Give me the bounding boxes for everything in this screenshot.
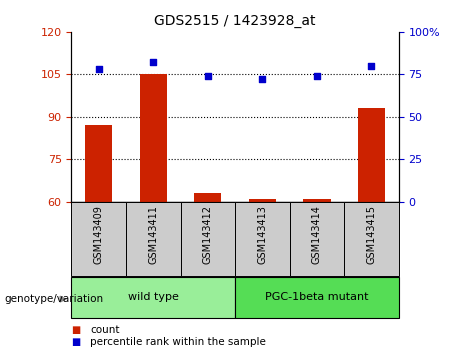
FancyBboxPatch shape xyxy=(235,202,290,276)
Text: count: count xyxy=(90,325,119,335)
Point xyxy=(95,67,102,72)
Title: GDS2515 / 1423928_at: GDS2515 / 1423928_at xyxy=(154,14,316,28)
Bar xyxy=(358,108,385,202)
Text: GSM143411: GSM143411 xyxy=(148,205,158,264)
Point xyxy=(149,59,157,65)
Text: ■: ■ xyxy=(71,337,81,347)
FancyBboxPatch shape xyxy=(71,202,126,276)
Point xyxy=(259,76,266,82)
Point xyxy=(368,63,375,69)
Text: GSM143412: GSM143412 xyxy=(203,205,213,264)
Point xyxy=(204,73,212,79)
FancyBboxPatch shape xyxy=(181,202,235,276)
Bar xyxy=(249,199,276,202)
Bar xyxy=(85,125,112,202)
Bar xyxy=(140,74,167,202)
Bar xyxy=(303,199,331,202)
FancyBboxPatch shape xyxy=(344,202,399,276)
Text: wild type: wild type xyxy=(128,292,179,302)
Text: ■: ■ xyxy=(71,325,81,335)
Text: GSM143413: GSM143413 xyxy=(257,205,267,264)
Text: PGC-1beta mutant: PGC-1beta mutant xyxy=(265,292,369,302)
Bar xyxy=(194,193,221,202)
FancyBboxPatch shape xyxy=(290,202,344,276)
Text: GSM143415: GSM143415 xyxy=(366,205,377,264)
Point xyxy=(313,73,321,79)
FancyBboxPatch shape xyxy=(126,202,181,276)
FancyBboxPatch shape xyxy=(71,277,235,318)
FancyBboxPatch shape xyxy=(235,277,399,318)
Text: percentile rank within the sample: percentile rank within the sample xyxy=(90,337,266,347)
Text: GSM143414: GSM143414 xyxy=(312,205,322,264)
Text: genotype/variation: genotype/variation xyxy=(5,294,104,304)
Text: GSM143409: GSM143409 xyxy=(94,205,104,264)
